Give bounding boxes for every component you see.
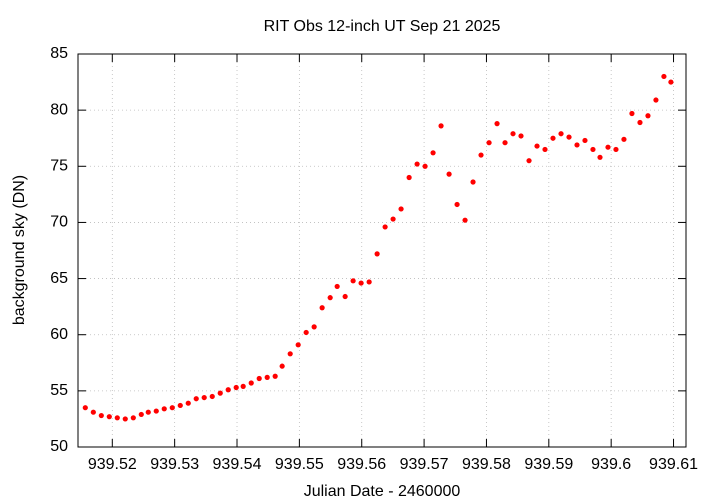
- y-tick-label: 65: [50, 270, 68, 287]
- data-point: [122, 416, 128, 422]
- x-tick-label: 939.57: [400, 456, 449, 473]
- x-tick-label: 939.58: [462, 456, 511, 473]
- data-point: [334, 283, 340, 290]
- data-point: [90, 409, 96, 415]
- y-tick-label: 60: [50, 326, 68, 343]
- data-point: [462, 217, 468, 223]
- data-point: [502, 140, 508, 146]
- y-tick-label: 70: [50, 214, 68, 231]
- x-tick-label: 939.56: [337, 456, 386, 473]
- data-point: [550, 135, 556, 141]
- x-tick-label: 939.53: [150, 456, 199, 473]
- data-point: [597, 154, 603, 160]
- data-point: [153, 408, 159, 414]
- chart-title: RIT Obs 12-inch UT Sep 21 2025: [264, 18, 501, 35]
- data-point: [350, 278, 356, 284]
- data-point: [374, 251, 380, 257]
- data-point: [311, 324, 317, 330]
- data-point: [558, 131, 564, 137]
- x-tick-label: 939.59: [524, 456, 573, 473]
- data-point: [398, 206, 404, 212]
- data-point: [629, 110, 635, 117]
- data-point: [130, 415, 136, 421]
- data-point: [510, 131, 516, 137]
- y-tick-label: 75: [50, 158, 68, 175]
- data-point: [534, 143, 540, 149]
- data-point: [279, 363, 285, 369]
- data-point: [248, 380, 254, 386]
- data-point: [217, 390, 223, 396]
- data-point: [114, 415, 120, 421]
- data-point: [494, 121, 500, 127]
- x-axis-label: Julian Date - 2460000: [304, 483, 461, 500]
- data-point: [542, 146, 548, 153]
- x-tick-label: 939.61: [649, 456, 698, 473]
- x-tick-label: 939.55: [275, 456, 324, 473]
- data-point: [145, 409, 151, 415]
- data-point: [358, 280, 364, 286]
- data-point: [430, 150, 436, 156]
- data-point: [161, 406, 167, 412]
- y-tick-label: 80: [50, 101, 68, 118]
- data-point: [98, 412, 104, 419]
- data-point: [382, 224, 388, 230]
- data-point: [256, 375, 262, 382]
- data-point: [582, 137, 588, 144]
- data-point: [422, 163, 428, 169]
- y-axis-label: background sky (DN): [11, 175, 28, 325]
- y-tick-label: 55: [50, 382, 68, 399]
- data-point: [366, 279, 372, 285]
- data-point: [486, 140, 492, 146]
- data-point: [201, 394, 207, 401]
- data-point: [303, 329, 309, 336]
- data-point: [272, 373, 278, 379]
- data-point: [590, 146, 596, 153]
- data-point: [613, 146, 619, 153]
- y-tick-label: 85: [50, 45, 68, 62]
- data-point: [661, 73, 667, 80]
- data-point: [295, 342, 301, 348]
- data-point: [574, 142, 580, 148]
- data-point: [177, 402, 183, 409]
- data-point: [621, 136, 627, 142]
- data-point: [470, 179, 476, 185]
- data-point: [438, 123, 444, 129]
- data-point: [526, 158, 532, 164]
- data-point: [645, 113, 651, 119]
- data-point: [414, 161, 420, 167]
- x-tick-label: 939.6: [591, 456, 631, 473]
- data-point: [169, 405, 175, 411]
- plot-frame: [77, 53, 687, 448]
- data-point: [185, 400, 191, 406]
- data-point: [106, 414, 112, 420]
- data-point: [637, 119, 643, 126]
- data-point: [240, 383, 246, 389]
- data-point: [138, 411, 144, 418]
- data-point: [209, 393, 215, 400]
- data-point: [390, 216, 396, 222]
- data-point: [406, 174, 412, 181]
- data-point: [668, 79, 674, 85]
- x-tick-label: 939.52: [88, 456, 137, 473]
- x-tick-label: 939.54: [213, 456, 262, 473]
- data-point: [342, 293, 348, 300]
- data-point: [82, 405, 88, 411]
- data-point: [566, 134, 572, 140]
- data-point: [446, 171, 452, 177]
- data-point: [233, 384, 239, 391]
- data-point: [478, 152, 484, 158]
- data-point: [319, 305, 325, 311]
- data-point: [327, 295, 333, 301]
- data-point: [454, 201, 460, 208]
- data-point: [287, 351, 293, 357]
- data-point: [518, 133, 524, 139]
- data-point: [653, 97, 659, 103]
- data-point: [193, 396, 199, 402]
- data-point: [225, 387, 231, 393]
- data-point: [605, 144, 611, 150]
- y-tick-label: 50: [50, 438, 68, 455]
- data-point: [264, 374, 270, 380]
